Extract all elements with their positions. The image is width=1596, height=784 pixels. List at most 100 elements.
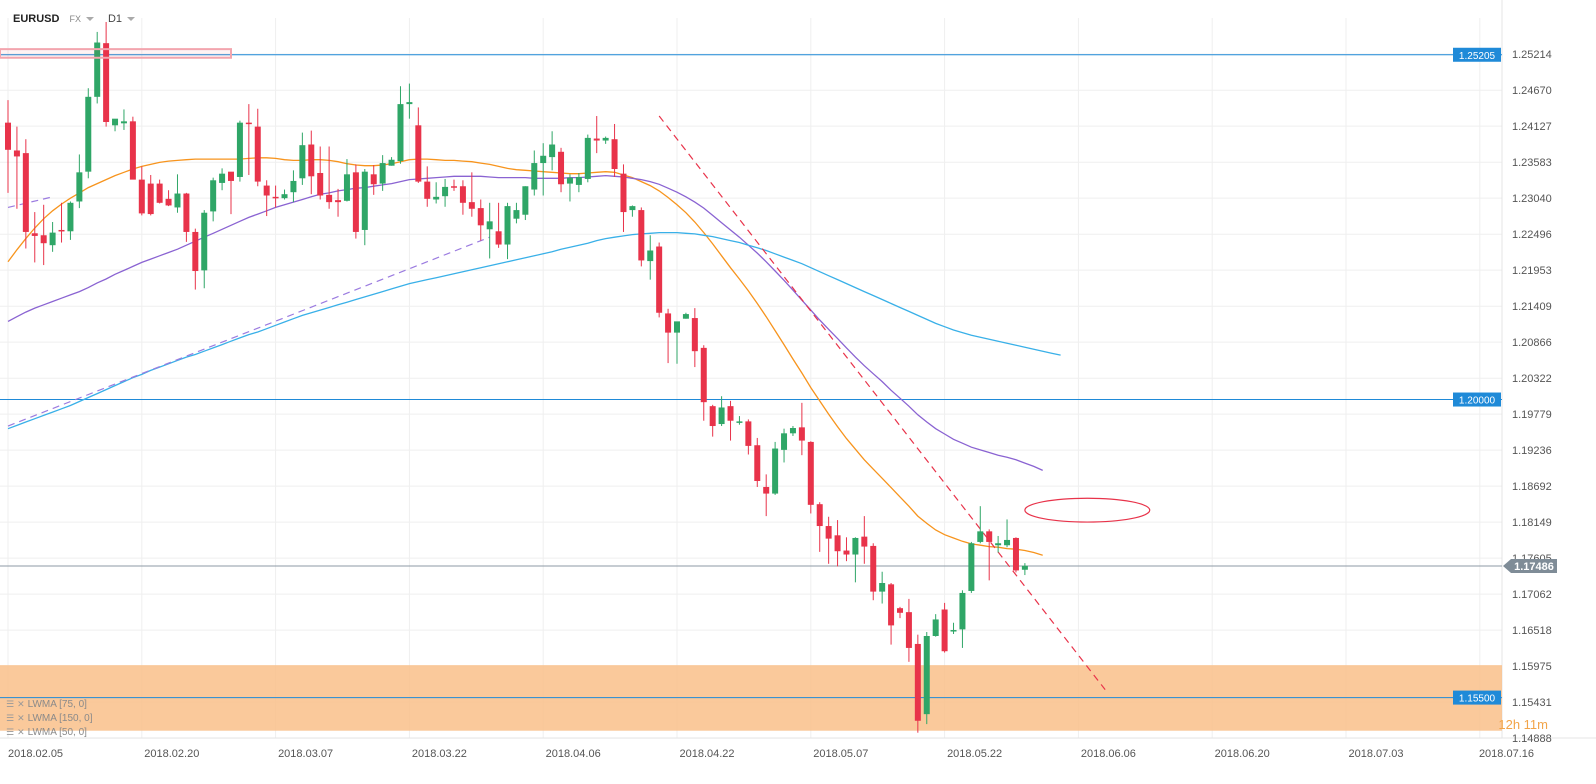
candle-body <box>67 202 74 232</box>
candle-body <box>94 42 101 97</box>
candle <box>575 172 582 193</box>
market-label: FX <box>69 14 81 24</box>
candle-body <box>40 235 47 244</box>
candle <box>361 169 368 246</box>
symbol-label[interactable]: EURUSD <box>13 13 60 25</box>
time-axis[interactable]: 2018.02.05 2018.02.20 2018.03.07 2018.03.22… <box>8 748 1534 760</box>
candle-body <box>540 155 547 164</box>
candle-body <box>103 43 110 122</box>
candle-body <box>656 246 663 313</box>
moving-average-line <box>7 174 1043 471</box>
candle-body <box>897 608 903 613</box>
candle-body <box>192 231 199 272</box>
price-axis[interactable]: 1.25214 1.24670 1.24127 1.23583 1.23040 1.224… <box>1512 49 1552 745</box>
candle-body <box>513 210 520 219</box>
candle <box>272 185 279 208</box>
y-tick-label: 1.24127 <box>1512 121 1552 133</box>
candle <box>638 207 645 267</box>
y-tick-label: 1.19236 <box>1512 445 1552 457</box>
candle-body <box>593 138 600 141</box>
candle-body <box>236 122 243 177</box>
candle <box>85 88 92 179</box>
y-tick-label: 1.20322 <box>1512 373 1552 385</box>
candle <box>370 165 377 195</box>
candle-body <box>781 433 788 450</box>
timeframe-label[interactable]: D1 <box>107 13 123 25</box>
candle-body <box>326 194 333 203</box>
candle-body <box>1021 565 1028 570</box>
candle-body <box>388 159 395 166</box>
x-tick-label: 2018.03.22 <box>412 748 467 760</box>
candle <box>861 516 868 564</box>
indicator-legend-item[interactable]: ☰ ✕ LWMA [50, 0] <box>6 727 87 738</box>
candle <box>442 178 449 207</box>
candle-body <box>22 153 29 232</box>
close-icon[interactable]: ✕ <box>17 699 25 709</box>
candle <box>843 537 850 562</box>
candle-body <box>379 163 386 184</box>
candle-body <box>13 150 20 157</box>
candle <box>531 150 538 196</box>
y-tick-label: 1.14888 <box>1512 733 1552 745</box>
candle <box>647 235 654 280</box>
chevron-down-icon[interactable] <box>127 17 136 21</box>
x-tick-label: 2018.02.05 <box>8 748 63 760</box>
candle-body <box>950 630 957 632</box>
trendline <box>7 196 53 209</box>
candle <box>674 321 680 364</box>
candle <box>798 402 805 456</box>
close-icon[interactable]: ✕ <box>17 713 25 723</box>
candle-body <box>58 229 65 232</box>
candle-body <box>228 171 234 181</box>
candle-body <box>442 186 449 197</box>
candle-body <box>120 121 127 124</box>
indicator-settings-icon[interactable]: ☰ <box>6 727 15 737</box>
indicator-legend-item[interactable]: ☰ ✕ LWMA [75, 0] <box>6 699 87 710</box>
candle-body <box>112 118 119 126</box>
candle-body <box>986 531 993 542</box>
candle <box>299 132 306 185</box>
candle-body <box>486 221 493 230</box>
indicator-settings-icon[interactable]: ☰ <box>6 713 15 723</box>
candle <box>495 202 502 248</box>
candle-body <box>1012 537 1019 571</box>
candle <box>789 426 796 436</box>
candle-body <box>932 619 939 636</box>
candle <box>950 622 957 635</box>
candle <box>772 441 779 495</box>
y-tick-label: 1.24670 <box>1512 85 1552 97</box>
chevron-down-icon[interactable] <box>85 17 94 21</box>
candle <box>254 108 261 187</box>
candle-body <box>611 139 618 170</box>
candle-body <box>272 196 279 199</box>
x-tick-label: 2018.04.06 <box>546 748 601 760</box>
candle-body <box>575 176 582 185</box>
candle-body <box>468 202 475 209</box>
candle-body <box>397 104 404 162</box>
moving-averages-layer <box>7 157 1061 556</box>
y-tick-label: 1.15431 <box>1512 697 1552 709</box>
candle-body <box>861 536 868 547</box>
candle-body <box>522 186 529 215</box>
candle-body <box>335 200 342 203</box>
candle <box>923 632 930 725</box>
candle <box>22 139 29 249</box>
indicator-legend-item[interactable]: ☰ ✕ LWMA [150, 0] <box>6 713 92 724</box>
x-tick-label: 2018.07.16 <box>1479 748 1534 760</box>
candle <box>281 189 288 200</box>
candle-body <box>816 504 823 527</box>
y-tick-label: 1.23040 <box>1512 193 1552 205</box>
candle <box>754 437 761 487</box>
candle <box>192 228 199 290</box>
candle <box>76 154 83 209</box>
close-icon[interactable]: ✕ <box>17 727 25 737</box>
x-tick-label: 2018.04.22 <box>679 748 734 760</box>
x-tick-label: 2018.06.20 <box>1215 748 1270 760</box>
candle-body <box>977 531 984 542</box>
candle-body <box>638 210 645 261</box>
indicator-settings-icon[interactable]: ☰ <box>6 699 15 709</box>
candle-body <box>674 321 680 333</box>
candle-body <box>1004 539 1011 546</box>
candle <box>459 180 466 215</box>
